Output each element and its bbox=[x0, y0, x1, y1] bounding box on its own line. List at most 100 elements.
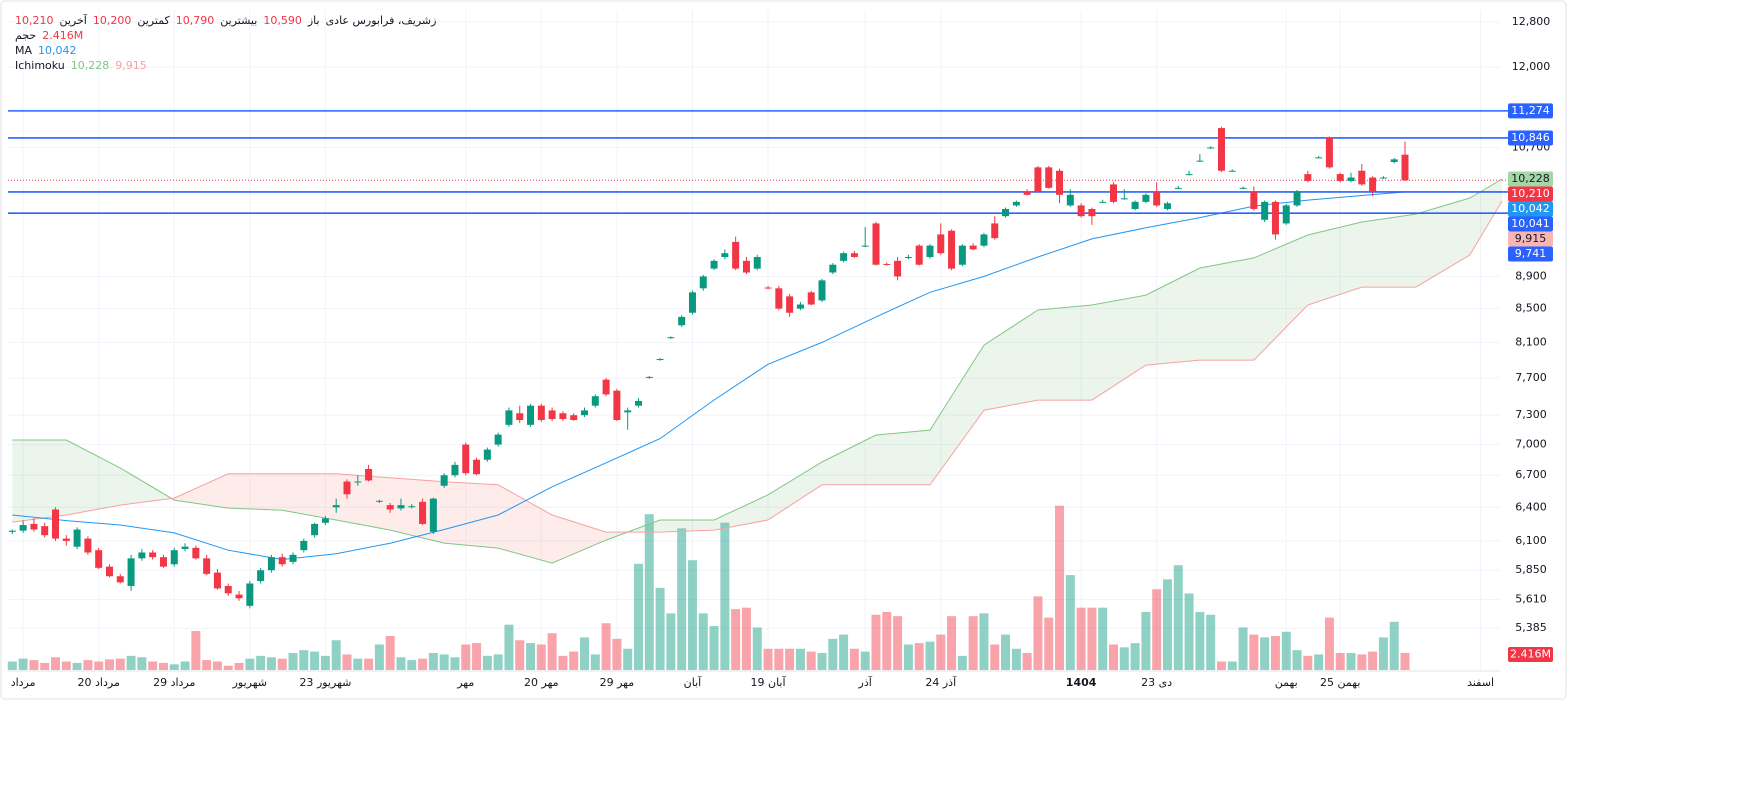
cloud-fill bbox=[552, 515, 607, 564]
cloud-fill bbox=[1199, 257, 1254, 361]
indicator-value: 9,915 bbox=[115, 59, 147, 72]
volume-bar bbox=[1206, 614, 1216, 670]
candle-body bbox=[1325, 137, 1333, 168]
candle-body bbox=[8, 530, 16, 532]
candle-body bbox=[170, 550, 178, 565]
candle-body bbox=[1045, 167, 1053, 188]
ohlc-name: کمترین bbox=[137, 14, 170, 27]
candle-body bbox=[753, 257, 761, 269]
candle-body bbox=[246, 583, 254, 606]
candle-body bbox=[883, 263, 891, 265]
volume-bar bbox=[40, 662, 50, 670]
candle-body bbox=[408, 506, 416, 508]
candle-body bbox=[1066, 194, 1074, 206]
volume-bar bbox=[18, 658, 28, 670]
candle-body bbox=[991, 223, 999, 239]
candle-body bbox=[278, 557, 286, 565]
candle-body bbox=[861, 245, 869, 247]
price-badge bbox=[1508, 186, 1553, 202]
candle-body bbox=[1369, 177, 1377, 192]
candle-body bbox=[1099, 201, 1107, 203]
volume-bar bbox=[256, 655, 266, 670]
candle-body bbox=[127, 558, 135, 586]
volume-bar bbox=[1324, 617, 1334, 670]
y-tick-label: 8,100 bbox=[1515, 335, 1547, 348]
symbol-name: زشریف، فرابورس عادی bbox=[325, 14, 437, 27]
candle-body bbox=[937, 234, 945, 254]
candle-body bbox=[1282, 205, 1290, 224]
candle-body bbox=[1239, 187, 1247, 189]
volume-bar bbox=[731, 609, 741, 670]
cloud-fill bbox=[1415, 197, 1470, 288]
y-tick-label: 7,700 bbox=[1515, 371, 1547, 384]
cloud-fill bbox=[444, 481, 499, 549]
cloud-fill bbox=[929, 345, 984, 485]
volume-bar bbox=[633, 563, 643, 670]
candle-body bbox=[850, 253, 858, 258]
cloud-fill bbox=[228, 473, 283, 511]
candle-body bbox=[710, 260, 718, 269]
x-tick-label: 29 مهر bbox=[600, 676, 635, 689]
volume-badge bbox=[1508, 647, 1553, 662]
cloud-fill bbox=[120, 467, 175, 506]
volume-bar bbox=[1173, 565, 1183, 670]
volume-bar bbox=[817, 653, 827, 670]
ohlc-value: 10,200 bbox=[92, 14, 132, 27]
volume-bar bbox=[709, 626, 719, 670]
volume-bar bbox=[72, 662, 82, 670]
candle-body bbox=[1012, 201, 1020, 206]
span-a-line bbox=[12, 178, 1503, 564]
volume-bar bbox=[666, 613, 676, 670]
volume-bar bbox=[504, 624, 514, 670]
candle-body bbox=[257, 570, 265, 582]
volume-bar bbox=[1260, 637, 1270, 670]
volume-bar bbox=[515, 640, 525, 670]
volume-bar bbox=[526, 643, 536, 670]
candle-body bbox=[1271, 201, 1279, 235]
volume-bar bbox=[29, 660, 39, 670]
volume-bar bbox=[687, 560, 697, 670]
candle-body bbox=[84, 538, 92, 553]
y-tick-label: 6,100 bbox=[1515, 534, 1547, 547]
volume-bar bbox=[806, 651, 816, 670]
volume-bar bbox=[1303, 655, 1313, 670]
volume-bar bbox=[1389, 621, 1399, 670]
volume-bar bbox=[266, 657, 276, 670]
candle-body bbox=[926, 245, 934, 258]
y-tick-label: 5,850 bbox=[1515, 563, 1547, 576]
candle-body bbox=[656, 358, 664, 360]
volume-bar bbox=[849, 648, 859, 670]
candle-body bbox=[354, 481, 362, 483]
candle-body bbox=[1379, 177, 1387, 179]
cloud-fill bbox=[875, 430, 930, 485]
indicator-name: MA bbox=[15, 44, 33, 57]
volume-bar bbox=[1281, 631, 1291, 670]
volume-bar bbox=[914, 643, 924, 670]
price-badge bbox=[1508, 216, 1553, 232]
volume-bar bbox=[461, 644, 471, 670]
volume-bar bbox=[1227, 661, 1237, 670]
candle-body bbox=[300, 540, 308, 551]
frame bbox=[0, 0, 1567, 700]
candle-body bbox=[1163, 203, 1171, 209]
volume-bar bbox=[1022, 653, 1032, 670]
volume-bar bbox=[1314, 654, 1324, 670]
price-badge-label: 10,210 bbox=[1511, 187, 1550, 200]
y-tick-label: 7,300 bbox=[1515, 408, 1547, 421]
volume-bar bbox=[148, 661, 158, 670]
volume-bar bbox=[418, 658, 428, 670]
volume-bar bbox=[439, 654, 449, 670]
price-badge bbox=[1508, 171, 1553, 187]
volume-bar bbox=[1152, 589, 1162, 670]
candle-body bbox=[1228, 170, 1236, 172]
candle-body bbox=[699, 276, 707, 289]
volume-bar bbox=[104, 659, 114, 670]
volume-bar bbox=[893, 616, 903, 670]
volume-bar bbox=[1346, 653, 1356, 670]
volume-bar bbox=[936, 634, 946, 670]
candle-body bbox=[19, 525, 27, 531]
span-b-line bbox=[12, 200, 1503, 533]
candle-body bbox=[958, 245, 966, 265]
candle-body bbox=[969, 245, 977, 250]
volume-bar bbox=[785, 648, 795, 670]
